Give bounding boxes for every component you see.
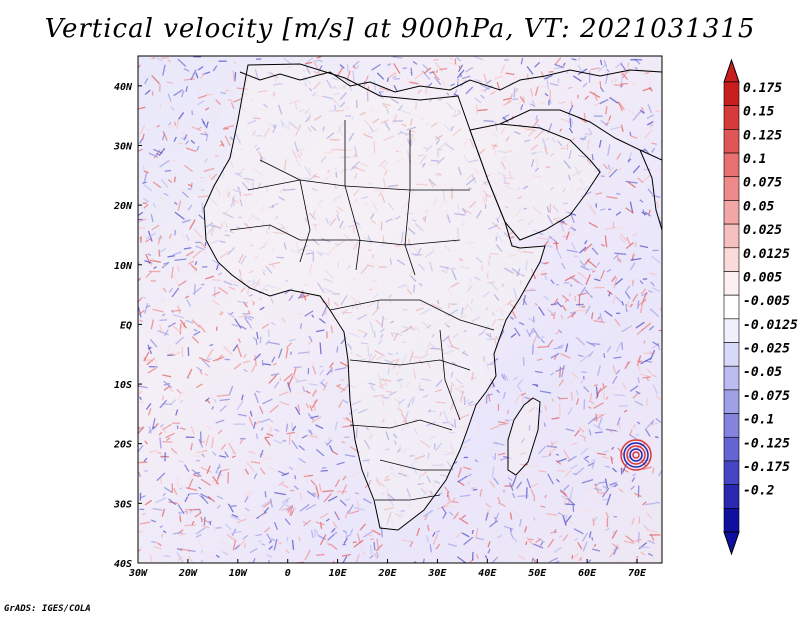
lon-tick-label: 40E bbox=[478, 568, 497, 579]
vertical-velocity-field bbox=[138, 56, 662, 563]
colorbar-segment bbox=[723, 413, 740, 438]
colorbar-level-label: 0.025 bbox=[743, 223, 782, 238]
colorbar-segment bbox=[723, 81, 740, 106]
lon-tick-label: 20W bbox=[178, 568, 198, 579]
lon-tick-label: 30E bbox=[427, 568, 447, 579]
lat-tick-label: 10S bbox=[114, 380, 132, 391]
colorbar-segment bbox=[723, 247, 740, 272]
colorbar-level-label: 0.125 bbox=[743, 128, 782, 143]
colorbar-segment bbox=[723, 223, 740, 249]
colorbar-segment bbox=[723, 176, 740, 201]
colorbar-level-label: 0.05 bbox=[743, 199, 774, 214]
grads-credit: GrADS: IGES/COLA bbox=[4, 604, 91, 614]
lat-tick-label: 30N bbox=[113, 141, 133, 152]
colorbar-segment bbox=[723, 484, 740, 509]
colorbar-segment bbox=[723, 365, 740, 391]
colorbar-level-label: 0.0125 bbox=[743, 247, 790, 262]
colorbar-level-label: -0.075 bbox=[743, 389, 790, 404]
lat-tick-label: 10N bbox=[114, 261, 133, 272]
colorbar-segment bbox=[723, 436, 740, 462]
lon-tick-label: 20E bbox=[377, 568, 397, 579]
colorbar-segment bbox=[723, 294, 740, 320]
axis-ticks: 30W 20W 10W 0 10E 20E 30E 40E 50E 60E 70E 40N 30N 20N… bbox=[113, 82, 647, 579]
madagascar bbox=[507, 397, 541, 476]
colorbar-level-label: -0.175 bbox=[743, 460, 790, 475]
colorbar-level-label: -0.005 bbox=[743, 294, 790, 309]
india-coast bbox=[639, 149, 662, 231]
colorbar-level-label: -0.125 bbox=[743, 436, 790, 451]
lat-tick-label: 40S bbox=[114, 559, 132, 570]
colorbar-level-label: -0.1 bbox=[743, 413, 774, 428]
lon-tick-label: 60E bbox=[578, 568, 597, 579]
colorbar-segment bbox=[723, 389, 740, 414]
colorbar-level-label: -0.2 bbox=[743, 484, 774, 499]
colorbar-level-label: 0.15 bbox=[743, 105, 774, 120]
colorbar: 0.175 0.15 0.125 0.1 0.075 0.05 0.025 0.0125 0.0… bbox=[723, 58, 798, 556]
lon-tick-label: 10E bbox=[329, 568, 348, 579]
colorbar-segment bbox=[723, 460, 740, 485]
lat-tick-label: EQ bbox=[120, 320, 132, 331]
colorbar-segment bbox=[723, 152, 740, 178]
lon-tick-label: 30W bbox=[128, 568, 148, 579]
lon-tick-label: 50E bbox=[528, 568, 547, 579]
colorbar-segment bbox=[723, 318, 740, 343]
europe-coast bbox=[239, 69, 662, 93]
lat-tick-label: 30S bbox=[113, 499, 132, 510]
lon-tick-label: 10W bbox=[229, 568, 248, 579]
colorbar-level-label: 0.175 bbox=[743, 81, 782, 96]
colorbar-level-label: -0.0125 bbox=[743, 318, 798, 333]
colorbar-segment bbox=[723, 342, 740, 367]
chart-title: Vertical velocity [m/s] at 900hPa, VT: 2… bbox=[44, 14, 756, 44]
country-borders bbox=[229, 120, 495, 501]
colorbar-segment bbox=[723, 508, 740, 533]
lon-tick-label: 0 bbox=[285, 568, 291, 579]
colorbar-min-arrow bbox=[723, 531, 740, 556]
lon-tick-label: 70E bbox=[628, 568, 647, 579]
lat-tick-label: 20S bbox=[113, 440, 132, 451]
lat-tick-label: 40N bbox=[114, 82, 133, 93]
colorbar-segment bbox=[723, 129, 740, 154]
colorbar-level-label: -0.025 bbox=[743, 342, 790, 357]
colorbar-segment bbox=[723, 271, 740, 296]
colorbar-segment bbox=[723, 200, 740, 225]
colorbar-level-label: -0.05 bbox=[743, 365, 782, 380]
colorbar-segment bbox=[723, 105, 740, 130]
colorbar-level-label: 0.1 bbox=[743, 152, 766, 167]
plot-frame bbox=[137, 55, 663, 564]
arabia-landmass bbox=[469, 123, 601, 241]
lat-tick-label: 20N bbox=[113, 201, 133, 212]
colorbar-level-label: 0.005 bbox=[743, 270, 782, 285]
colorbar-max-arrow bbox=[723, 58, 740, 83]
colorbar-level-label: 0.075 bbox=[743, 176, 782, 191]
